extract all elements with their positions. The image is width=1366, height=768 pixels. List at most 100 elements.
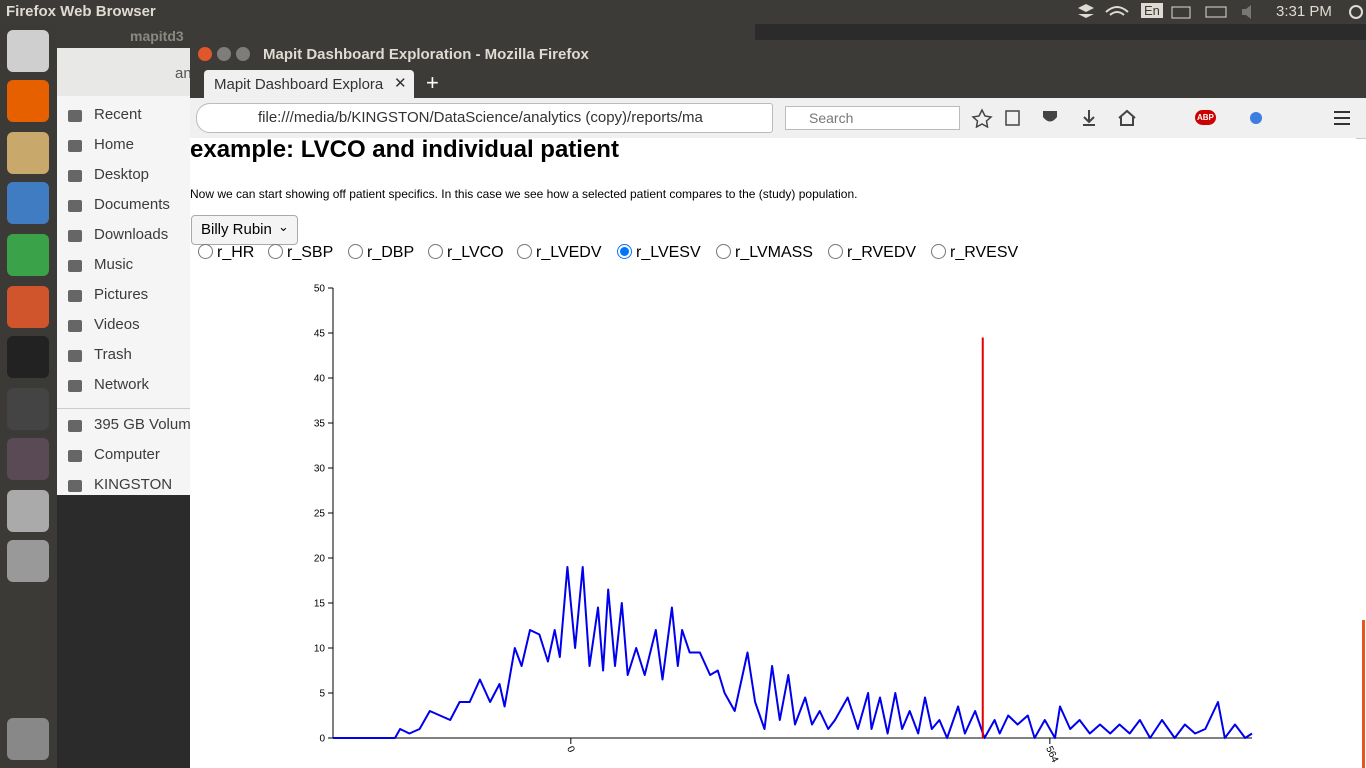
files-title: mapitd3 [130,28,184,44]
url-bar[interactable]: file:///media/b/KINGSTON/DataScience/ana… [196,103,773,133]
radio-button[interactable] [716,244,731,259]
place[interactable]: Videos [94,316,140,333]
y-tick-label: 15 [314,599,326,610]
radio-option[interactable]: r_SBP [268,244,333,262]
terminal-icon[interactable] [7,336,49,378]
adblock-icon[interactable]: ABP [1195,110,1216,125]
device[interactable]: 395 GB Volume [94,416,190,433]
radio-label: r_RVEDV [847,244,917,261]
place-icon [68,110,82,122]
y-tick-label: 10 [314,644,326,655]
radio-button[interactable] [931,244,946,259]
radio-button[interactable] [828,244,843,259]
calc-icon[interactable] [7,234,49,276]
intro-text: Now we can start showing off patient spe… [190,187,858,201]
search-box[interactable]: Search [785,106,960,130]
radio-label: r_HR [217,244,255,261]
place[interactable]: Network [94,376,150,393]
place-icon [68,260,82,272]
select-arrow: ⌄ [278,219,289,234]
sublime-icon[interactable] [7,388,49,430]
firefox-window: Mapit Dashboard Exploration - Mozilla Fi… [190,40,1366,768]
place[interactable]: Downloads [94,226,169,243]
x-tick-label: 0 [564,745,577,755]
y-tick-label: 25 [314,509,326,520]
firefox-icon[interactable] [7,80,49,122]
y-tick-label: 35 [314,419,326,430]
radio-label: r_LVEDV [536,244,602,261]
files-path[interactable]: an [175,65,192,82]
select-value: Billy Rubin [201,221,272,238]
clock[interactable]: 3:31 PM [1276,3,1332,20]
trash-icon[interactable] [7,718,49,760]
device[interactable]: Computer [94,446,160,463]
device-icon [68,480,82,492]
place[interactable]: Home [94,136,135,153]
radio-option[interactable]: r_LVESV [617,244,701,262]
drive-icon[interactable] [7,490,49,532]
y-tick-label: 45 [314,329,326,340]
app-title: Firefox Web Browser [6,3,156,20]
place[interactable]: Pictures [94,286,149,303]
patient-select[interactable]: Billy Rubin ⌄ [191,215,298,245]
new-tab[interactable]: + [426,70,439,95]
y-tick-label: 0 [319,734,325,745]
radio-button[interactable] [617,244,632,259]
window-controls[interactable] [196,45,256,63]
tab-strip: Mapit Dashboard Explora ✕ + [190,68,1366,98]
radio-button[interactable] [268,244,283,259]
place-icon [68,200,82,212]
radio-option[interactable]: r_LVMASS [716,244,813,262]
radio-option[interactable]: r_LVEDV [517,244,602,262]
radio-button[interactable] [348,244,363,259]
y-tick-label: 30 [314,464,326,475]
place-icon [68,230,82,242]
device-icon [68,420,82,432]
place[interactable]: Recent [94,106,142,123]
files-sidebar: Recent Home Desktop Documents Downloads Music… [57,96,190,495]
place-icon [68,380,82,392]
radio-button[interactable] [428,244,443,259]
radio-label: r_LVMASS [735,244,813,261]
device[interactable]: KINGSTON [94,476,173,493]
radio-button[interactable] [198,244,213,259]
data-line [333,566,1253,739]
usb-icon[interactable] [7,540,49,582]
window-title: Mapit Dashboard Exploration - Mozilla Fi… [263,46,589,63]
radio-option[interactable]: r_RVESV [931,244,1018,262]
search-placeholder: Search [809,110,854,126]
radio-label: r_DBP [367,244,415,261]
tab-close[interactable]: ✕ [394,75,407,92]
y-tick-label: 40 [314,374,326,385]
radio-button[interactable] [517,244,532,259]
place-icon [68,170,82,182]
radio-label: r_RVESV [950,244,1019,261]
place[interactable]: Desktop [94,166,150,183]
dash-icon[interactable] [7,30,49,72]
radio-label: r_SBP [287,244,334,261]
place[interactable]: Trash [94,346,132,363]
top-bar: Firefox Web Browser En 3:31 PM [0,0,1366,24]
radio-option[interactable]: r_DBP [348,244,414,262]
y-tick-label: 50 [314,284,326,295]
keyboard-layout[interactable]: En [1141,3,1163,18]
launcher [0,24,57,768]
place[interactable]: Documents [94,196,170,213]
radio-option[interactable]: r_RVEDV [828,244,916,262]
writer-icon[interactable] [7,182,49,224]
radio-option[interactable]: r_HR [198,244,254,262]
impress-icon[interactable] [7,286,49,328]
workspaces-icon[interactable] [7,438,49,480]
radio-label: r_LVCO [447,244,504,261]
place-icon [68,320,82,332]
tab-title: Mapit Dashboard Explora [214,76,384,93]
radio-label: r_LVESV [636,244,701,261]
place-icon [68,350,82,362]
url[interactable]: file:///media/b/KINGSTON/DataScience/ana… [258,109,703,126]
tab[interactable]: Mapit Dashboard Explora ✕ [204,70,414,98]
files-icon[interactable] [7,132,49,174]
y-tick-label: 20 [314,554,326,565]
place[interactable]: Music [94,256,134,273]
radio-option[interactable]: r_LVCO [428,244,504,262]
